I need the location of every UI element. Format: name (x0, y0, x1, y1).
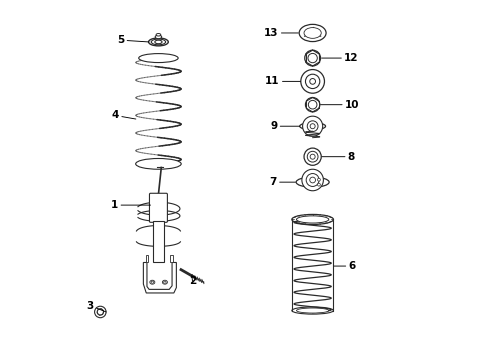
Circle shape (305, 98, 319, 112)
Text: 3: 3 (86, 301, 106, 312)
Ellipse shape (155, 35, 162, 39)
Text: 8: 8 (321, 152, 354, 162)
Text: 9: 9 (270, 121, 299, 131)
Bar (152, 221, 164, 262)
Text: 1: 1 (111, 200, 150, 210)
Text: 2: 2 (188, 275, 196, 286)
Circle shape (302, 116, 322, 136)
Ellipse shape (296, 177, 328, 187)
Circle shape (308, 100, 316, 109)
Bar (170, 255, 173, 262)
Circle shape (306, 151, 317, 162)
Ellipse shape (148, 38, 168, 46)
Circle shape (94, 306, 106, 318)
Ellipse shape (162, 280, 167, 284)
Circle shape (317, 183, 320, 186)
Circle shape (301, 169, 323, 191)
Circle shape (304, 148, 321, 165)
Circle shape (306, 121, 317, 132)
Text: 7: 7 (269, 177, 295, 187)
Ellipse shape (135, 158, 181, 169)
Circle shape (305, 74, 319, 89)
Circle shape (305, 174, 319, 186)
Ellipse shape (299, 123, 325, 130)
Text: 5: 5 (117, 35, 148, 45)
Text: 4: 4 (111, 111, 136, 121)
Circle shape (304, 50, 320, 66)
Text: 6: 6 (333, 261, 355, 271)
Ellipse shape (304, 28, 321, 39)
Ellipse shape (156, 33, 161, 36)
Ellipse shape (151, 39, 165, 45)
Circle shape (300, 69, 324, 93)
Text: 11: 11 (264, 76, 300, 86)
Ellipse shape (296, 216, 328, 223)
Text: 13: 13 (264, 28, 298, 38)
Ellipse shape (151, 281, 153, 283)
Ellipse shape (163, 281, 166, 283)
Ellipse shape (155, 40, 162, 44)
Ellipse shape (291, 215, 333, 225)
Ellipse shape (291, 307, 333, 314)
Ellipse shape (139, 54, 178, 63)
Circle shape (307, 53, 317, 63)
Circle shape (317, 178, 320, 181)
Circle shape (309, 78, 315, 84)
Circle shape (97, 309, 103, 315)
Ellipse shape (296, 308, 328, 313)
Text: 12: 12 (321, 53, 358, 63)
FancyBboxPatch shape (149, 193, 167, 222)
Ellipse shape (149, 280, 155, 284)
Ellipse shape (299, 24, 325, 41)
Circle shape (309, 177, 315, 183)
Bar (145, 255, 148, 262)
Circle shape (309, 124, 314, 129)
Text: 10: 10 (320, 100, 359, 110)
Circle shape (309, 154, 314, 159)
